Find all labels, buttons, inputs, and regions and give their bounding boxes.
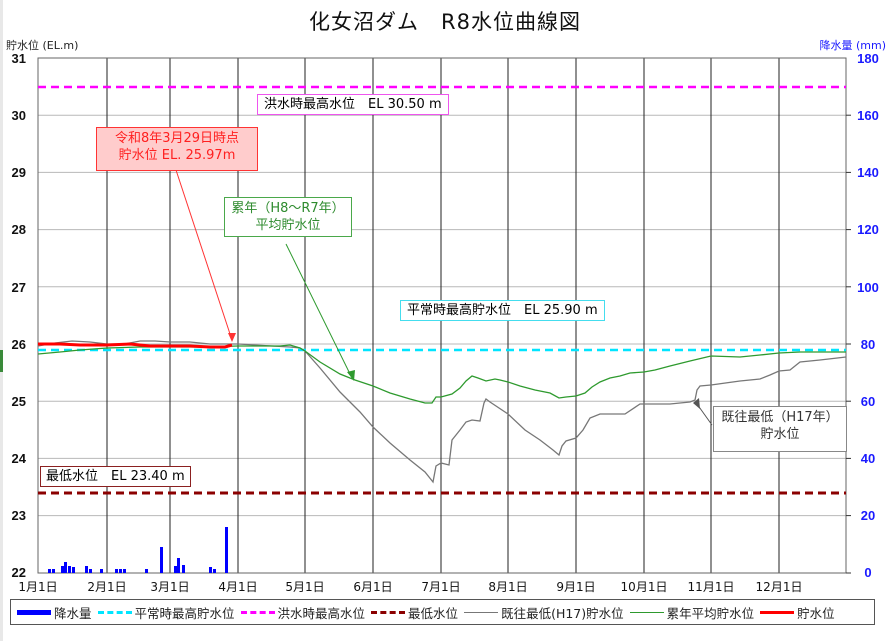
x-tick: 6月1日: [353, 580, 393, 594]
right-tick: 20: [860, 508, 876, 523]
average-arrow-head: [347, 370, 355, 381]
left-tick: 25: [11, 394, 26, 409]
average-line: [37, 344, 846, 404]
left-tick: 27: [11, 280, 26, 295]
chart-title: 化女沼ダム R8水位曲線図: [309, 10, 581, 34]
right-tick: 120: [857, 222, 879, 237]
left-tick: 30: [11, 108, 26, 123]
x-tick: 3月1日: [150, 580, 190, 594]
left-tick: 26: [11, 337, 26, 352]
right-tick: 140: [857, 165, 879, 180]
legend-item-record-low: 既往最低(H17)貯水位: [464, 603, 624, 622]
rainfall-bars: [48, 527, 228, 573]
left-tick: 22: [11, 565, 26, 580]
normal-max-callout: 平常時最高貯水位 EL 25.90 m: [400, 300, 605, 321]
legend-swatch-rainfall: [17, 609, 51, 615]
x-tick: 2月1日: [87, 580, 127, 594]
x-tick: 10月1日: [620, 580, 668, 594]
left-tick: 29: [11, 165, 26, 180]
right-tick: 60: [860, 394, 876, 409]
average-leader-line: [285, 243, 353, 379]
right-axis-label: 降水量 (mm): [819, 39, 886, 52]
left-tick: 31: [11, 51, 26, 66]
current-level-callout: 令和8年3月29日時点 貯水位 EL. 25.97m: [96, 127, 258, 171]
current-arrow-head: [228, 333, 236, 342]
legend-swatch-flood-max: [240, 610, 275, 614]
legend-swatch-normal-max: [97, 610, 132, 614]
x-tick: 1月1日: [18, 580, 58, 594]
chart-legend: 降水量 平常時最高貯水位 洪水時最高水位 最低水位 既往最低(H17)貯水位 累…: [10, 599, 875, 625]
left-tick: 28: [11, 222, 26, 237]
left-tick: 24: [11, 451, 26, 466]
legend-item-current: 貯水位: [760, 603, 835, 622]
x-tick: 5月1日: [285, 580, 325, 594]
right-tick: 40: [860, 451, 876, 466]
min-level-callout: 最低水位 EL 23.40 m: [40, 466, 191, 487]
legend-swatch-average: [629, 611, 664, 613]
legend-swatch-current: [760, 610, 795, 614]
right-tick: 0: [864, 565, 872, 580]
right-tick: 180: [857, 51, 879, 66]
legend-swatch-record-low: [464, 611, 499, 613]
average-callout: 累年（H8〜R7年） 平均貯水位: [224, 197, 352, 237]
right-tick: 160: [857, 108, 879, 123]
x-tick: 7月1日: [421, 580, 461, 594]
current-leader-line: [175, 169, 233, 341]
right-tick: 100: [857, 280, 879, 295]
record-low-line: [37, 340, 847, 484]
flood-max-callout: 洪水時最高水位 EL 30.50 m: [257, 94, 449, 115]
legend-item-flood-max: 洪水時最高水位: [240, 603, 365, 622]
x-tick: 11月1日: [687, 580, 735, 594]
left-tick: 23: [11, 508, 26, 523]
legend-item-min-level: 最低水位: [371, 603, 458, 622]
x-tick: 4月1日: [218, 580, 258, 594]
legend-swatch-min-level: [371, 610, 406, 614]
record-low-arrow-head: [693, 398, 700, 409]
row-selection-mark: [0, 350, 3, 372]
sheet-gutter: [0, 0, 3, 641]
legend-item-average: 累年平均貯水位: [629, 603, 754, 622]
left-axis-label: 貯水位 (EL.m): [6, 39, 79, 52]
record-low-callout: 既往最低（H17年） 貯水位: [713, 406, 847, 452]
legend-item-normal-max: 平常時最高貯水位: [97, 603, 235, 622]
legend-item-rainfall: 降水量: [17, 603, 92, 622]
x-tick: 8月1日: [488, 580, 528, 594]
right-tick: 80: [860, 337, 876, 352]
current-level-line: [38, 342, 233, 349]
x-tick: 12月1日: [755, 580, 803, 594]
x-tick: 9月1日: [556, 580, 596, 594]
